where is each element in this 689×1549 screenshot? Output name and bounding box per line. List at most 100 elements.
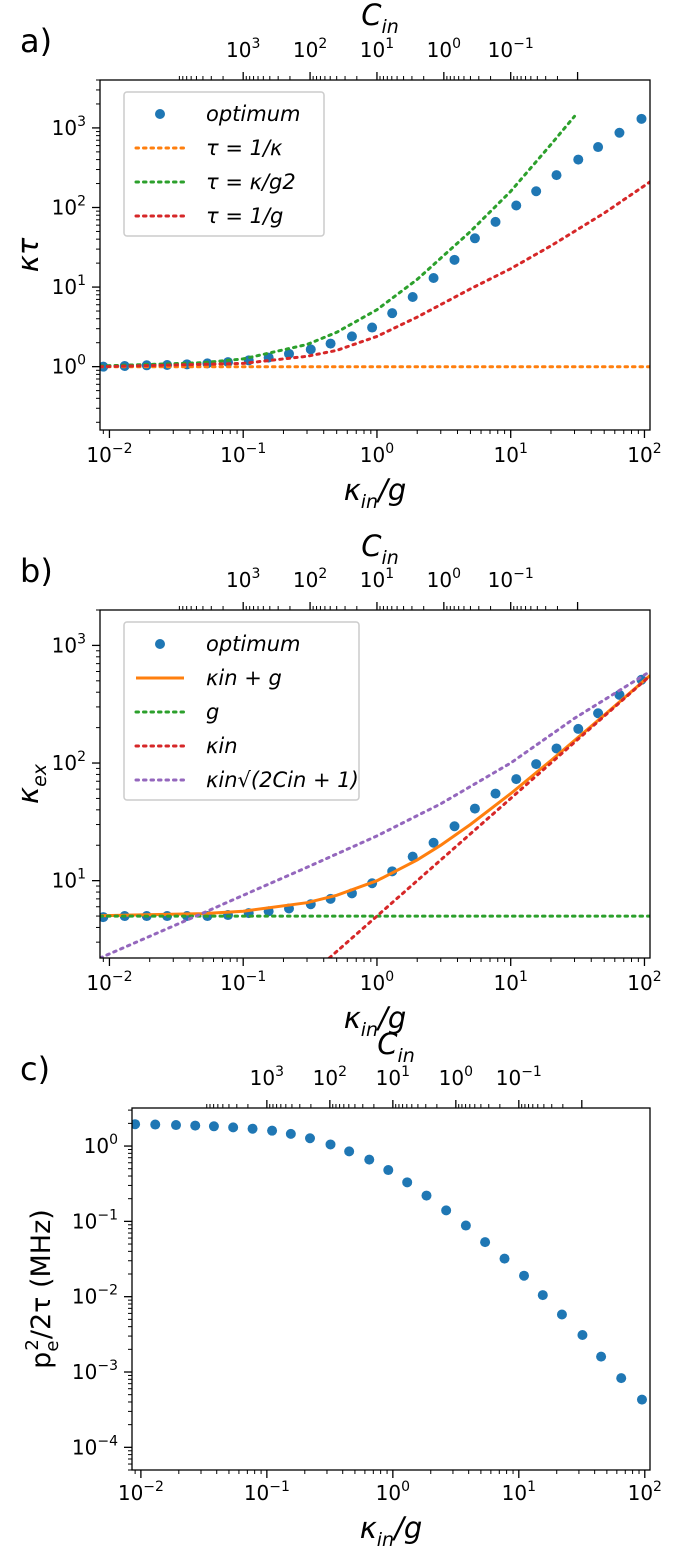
legend-marker: [155, 109, 165, 119]
data-point: [490, 788, 501, 799]
data-point: [132, 1119, 141, 1130]
data-point: [551, 170, 562, 181]
y-tick-label: 10−1: [72, 1207, 118, 1233]
x-tick-label: 100: [360, 441, 394, 467]
legend-label: τ = 1/g: [206, 204, 283, 228]
y-tick-label: 102: [52, 193, 86, 219]
y-axis-label: κex: [11, 763, 51, 804]
plot-area: [100, 113, 650, 372]
legend-box: [123, 91, 325, 237]
data-point: [636, 1394, 647, 1405]
data-point: [449, 821, 460, 832]
top-tick-label: 101: [360, 566, 394, 592]
data-point: [573, 154, 584, 165]
data-point: [407, 292, 418, 303]
data-point: [283, 348, 294, 359]
data-point: [460, 1220, 471, 1231]
y-tick-label: 103: [52, 631, 86, 657]
top-tick-label: 10−1: [488, 566, 534, 592]
data-point: [267, 1125, 278, 1136]
data-point: [593, 708, 604, 719]
legend-label: g: [206, 700, 219, 724]
series-line: [100, 114, 576, 368]
x-tick-label: 100: [376, 1479, 410, 1505]
y-tick-label: 10−4: [72, 1433, 118, 1459]
data-point: [150, 1119, 161, 1130]
data-point: [556, 1309, 567, 1320]
x-axis-label: κin/g: [344, 1001, 407, 1041]
data-point: [551, 743, 562, 754]
x-tick-label: 10−2: [86, 969, 132, 995]
series-line: [100, 674, 650, 918]
x-tick-label: 100: [360, 969, 394, 995]
panel-label: b): [20, 552, 53, 590]
legend-label: κin: [206, 734, 238, 758]
data-point: [247, 1123, 258, 1134]
x-tick-label: 101: [494, 969, 528, 995]
top-tick-label: 100: [427, 36, 461, 62]
data-point: [511, 200, 522, 211]
data-point: [383, 1165, 394, 1176]
top-tick-label: 102: [313, 1064, 347, 1090]
x-tick-label: 10−2: [86, 441, 132, 467]
legend-label: τ = κ/g2: [206, 170, 296, 194]
y-axis-label: pe2/2τ (MHz): [22, 1209, 63, 1369]
data-point: [100, 361, 109, 372]
data-point: [593, 142, 604, 153]
data-point: [208, 1121, 219, 1132]
x-tick-label: 10−1: [220, 969, 266, 995]
panel-3: c) 10−2 10−1 100 101 102 103 102 101 100 10−1 Cin 10…: [20, 1027, 662, 1549]
top-tick-label: 101: [360, 36, 394, 62]
panel-label: a): [20, 22, 52, 60]
series-line: [327, 674, 650, 958]
data-point: [325, 1139, 336, 1150]
panel-label: c): [20, 1050, 50, 1088]
x-tick-label: 10−1: [244, 1479, 290, 1505]
x-axis-label: κin/g: [360, 1511, 423, 1549]
series-line: [100, 180, 650, 369]
legend-box: [123, 621, 360, 801]
data-point: [531, 186, 542, 197]
top-tick-label: 102: [293, 566, 327, 592]
data-point: [469, 803, 480, 814]
legend-marker: [155, 639, 165, 649]
data-point: [490, 216, 501, 227]
data-point: [511, 774, 522, 785]
top-tick-label: 10−1: [496, 1064, 542, 1090]
y-tick-label: 10−3: [72, 1358, 118, 1384]
data-point: [305, 1133, 316, 1144]
data-point: [596, 1351, 607, 1362]
top-tick-label: 103: [226, 566, 260, 592]
x-tick-label: 102: [627, 969, 661, 995]
data-point: [428, 273, 439, 284]
top-tick-label: 10−1: [488, 36, 534, 62]
data-point: [402, 1177, 413, 1188]
data-point: [171, 1120, 182, 1131]
data-point: [573, 723, 584, 734]
x-tick-label: 10−2: [118, 1479, 164, 1505]
y-tick-label: 10−2: [72, 1283, 118, 1309]
x-tick-label: 10−1: [220, 441, 266, 467]
data-point: [499, 1253, 510, 1264]
legend-label: optimum: [206, 632, 300, 656]
data-point: [614, 689, 625, 700]
plot-frame: [99, 609, 651, 959]
top-tick-label: 102: [293, 36, 327, 62]
y-tick-label: 100: [84, 1132, 118, 1158]
data-point: [344, 1146, 355, 1157]
y-axis-label: κτ: [11, 237, 45, 272]
top-axis-label: Cin: [377, 1027, 415, 1067]
x-axis-label: κin/g: [344, 473, 407, 513]
top-tick-label: 101: [376, 1064, 410, 1090]
top-tick-label: 103: [226, 36, 260, 62]
data-point: [228, 1122, 239, 1133]
data-point: [449, 254, 460, 265]
y-tick-label: 101: [52, 867, 86, 893]
data-point: [614, 127, 625, 138]
plot-frame: [131, 1107, 651, 1471]
plot-frame: [99, 79, 651, 431]
legend-label: κin√(2Cin + 1): [206, 768, 359, 792]
data-point: [325, 338, 336, 349]
series-line: [100, 670, 650, 958]
